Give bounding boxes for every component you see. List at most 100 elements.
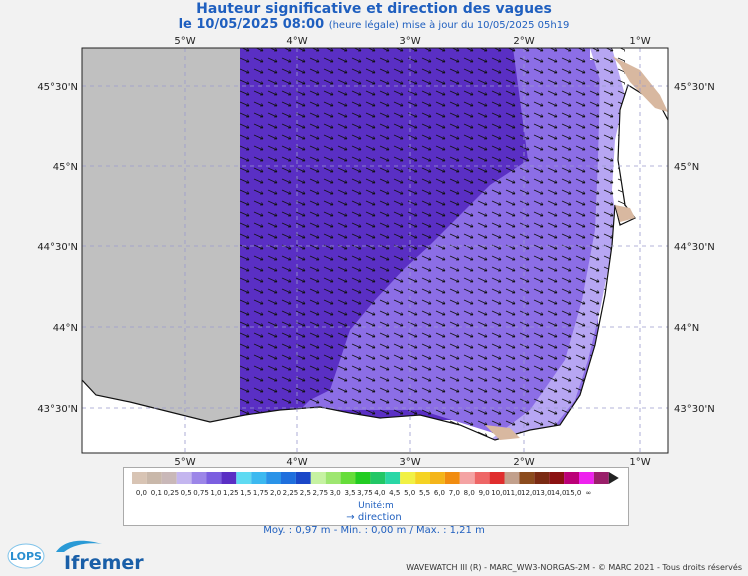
legend-swatch [489, 472, 505, 484]
direction-legend: → direction [346, 512, 402, 523]
coastline [82, 84, 668, 441]
legend-swatch [132, 472, 147, 484]
legend-swatch [221, 472, 237, 484]
lat-label-right: 45°N [674, 162, 699, 173]
legend-label: 0,0 [136, 489, 147, 497]
lat-label-right: 44°30'N [674, 242, 715, 253]
date-line: le 10/05/2025 08:00 (heure légale) mise … [0, 17, 748, 32]
legend-label: 2,25 [283, 489, 299, 497]
legend-swatch [176, 472, 192, 484]
legend-label: 4,5 [389, 489, 400, 497]
lon-label-top: 5°W [174, 36, 195, 47]
legend-label: 15,0 [566, 489, 582, 497]
legend-swatch [593, 472, 609, 484]
legend-arrow-icon [608, 472, 619, 484]
legend-swatch [191, 472, 207, 484]
forecast-date: le 10/05/2025 08:00 [178, 17, 325, 32]
legend-swatch [564, 472, 579, 484]
legend-swatch [579, 472, 594, 484]
lat-label-left: 45°30'N [37, 82, 78, 93]
legend-label: 5,5 [419, 489, 430, 497]
legend: 0,0 0,1 0,25 0,5 0,75 1,0 1,25 1,5 1,75 2,0 2,25 2,… [123, 467, 629, 526]
legend-swatch [340, 472, 356, 484]
legend-swatch [549, 472, 565, 484]
latitude-labels-left: 45°30'N 45°N 44°30'N 44°N 43°30'N [37, 82, 78, 415]
wave-map: 5°W 4°W 3°W 2°W 1°W 5°W 4°W 3°W 2°W 1°W 45°30'N4… [37, 36, 715, 468]
map-frame [81, 47, 669, 454]
legend-swatch [400, 472, 416, 484]
legend-swatch [266, 472, 281, 484]
legend-label: 1,0 [210, 489, 221, 497]
legend-label: 3,5 [344, 489, 355, 497]
ifremer-logo-icon [56, 540, 102, 552]
legend-swatch [355, 472, 371, 484]
legend-swatch [385, 472, 401, 484]
legend-label: 10,0 [491, 489, 507, 497]
land-area [485, 56, 668, 440]
legend-label: 5,0 [404, 489, 415, 497]
color-scale: 0,0 0,1 0,25 0,5 0,75 1,0 1,25 1,5 1,75 2,0 2,25 2,… [132, 472, 619, 511]
lat-label-left: 44°N [53, 323, 78, 334]
lon-label-top: 1°W [629, 36, 650, 47]
lops-logo: LOPS [7, 543, 45, 569]
legend-label: 0,25 [163, 489, 179, 497]
legend-swatch [444, 472, 460, 484]
legend-swatch [251, 472, 267, 484]
legend-swatch [281, 472, 296, 484]
longitude-labels-top: 5°W 4°W 3°W 2°W 1°W [174, 36, 650, 47]
legend-swatch [474, 472, 490, 484]
legend-unit: Unité:m [358, 500, 394, 511]
legend-label: 0,1 [151, 489, 162, 497]
legend-label: 2,0 [270, 489, 281, 497]
lon-label-bottom: 4°W [286, 457, 307, 468]
lon-label-top: 2°W [513, 36, 534, 47]
legend-swatch [310, 472, 326, 484]
lon-label-bottom: 2°W [513, 457, 534, 468]
legend-label: 14,0 [551, 489, 567, 497]
legend-label: 3,0 [330, 489, 341, 497]
legend-swatch [236, 472, 252, 484]
legend-swatch [325, 472, 341, 484]
update-info: (heure légale) mise à jour du 10/05/2025… [328, 20, 570, 31]
legend-swatch [146, 472, 162, 484]
legend-label: 6,0 [434, 489, 445, 497]
legend-label: 1,75 [253, 489, 269, 497]
legend-swatch [519, 472, 535, 484]
legend-label: 2,75 [312, 489, 328, 497]
legend-label: 0,75 [193, 489, 209, 497]
lat-label-right: 43°30'N [674, 404, 715, 415]
lops-logo-text: LOPS [10, 550, 42, 563]
legend-label: 13,0 [536, 489, 552, 497]
legend-label: 0,5 [181, 489, 192, 497]
lon-label-top: 3°W [399, 36, 420, 47]
legend-label: 4,0 [374, 489, 385, 497]
legend-label: 3,75 [357, 489, 373, 497]
lon-label-top: 4°W [286, 36, 307, 47]
legend-swatch [370, 472, 386, 484]
latitude-labels-right: 45°30'N 45°N 44°30'N 44°N 43°30'N [674, 82, 715, 415]
statistics: Moy. : 0,97 m - Min. : 0,00 m / Max. : 1… [263, 525, 485, 536]
land-mask [82, 85, 668, 453]
legend-swatch [415, 472, 430, 484]
ifremer-logo: Ifremer [64, 552, 144, 574]
legend-swatch [459, 472, 475, 484]
lat-label-left: 44°30'N [37, 242, 78, 253]
legend-label: 1,25 [223, 489, 239, 497]
legend-label: 9,0 [479, 489, 490, 497]
legend-swatch [295, 472, 311, 484]
lon-label-bottom: 5°W [174, 457, 195, 468]
graticule [82, 48, 668, 453]
legend-label: 8,0 [464, 489, 475, 497]
legend-swatch [206, 472, 222, 484]
longitude-labels-bottom: 5°W 4°W 3°W 2°W 1°W [174, 457, 650, 468]
lat-label-left: 43°30'N [37, 404, 78, 415]
lat-label-right: 45°30'N [674, 82, 715, 93]
direction-arrows [240, 48, 625, 440]
legend-swatch [430, 472, 445, 484]
footer-credits: WAVEWATCH III (R) - MARC_WW3-NORGAS-2M -… [406, 563, 742, 572]
legend-label: 2,5 [300, 489, 311, 497]
legend-swatch [534, 472, 550, 484]
lon-label-bottom: 1°W [629, 457, 650, 468]
direction-label: direction [357, 512, 402, 523]
lat-label-right: 44°N [674, 323, 699, 334]
